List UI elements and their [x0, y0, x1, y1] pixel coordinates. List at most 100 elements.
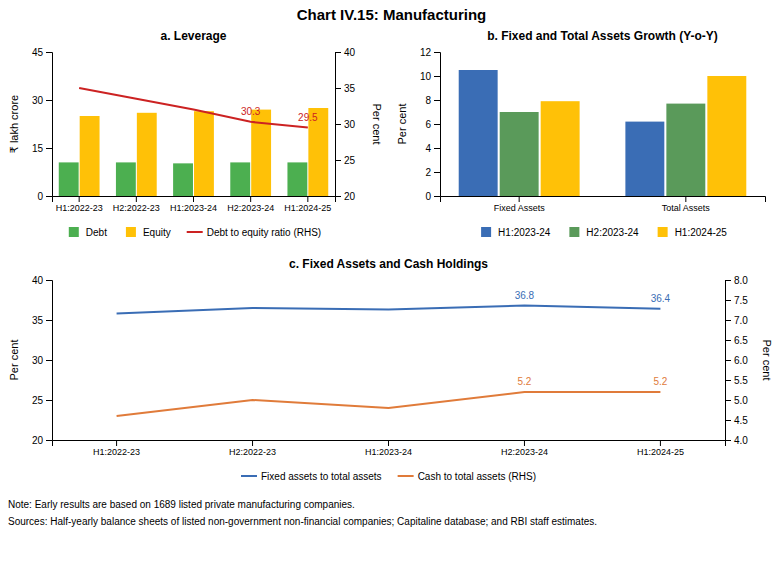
x-tick: H2:2022-23	[229, 440, 276, 457]
y-tick-mark	[46, 280, 52, 281]
y-tick-mark	[434, 172, 440, 173]
y-tick: 20	[32, 435, 52, 446]
x-tick-label: H1:2022-23	[93, 447, 140, 457]
x-tick-mark	[79, 196, 80, 202]
y-axis: 0 15 30 45	[32, 47, 53, 202]
y-tick-label: 0	[425, 191, 431, 202]
y-tick-mark	[46, 148, 52, 149]
y-tick-label: 30	[32, 355, 44, 366]
bar	[666, 104, 705, 196]
y2-tick-label: 8.0	[734, 275, 748, 286]
y2-tick: 7.5	[725, 295, 748, 306]
annotation: 29.5	[298, 112, 318, 123]
y-tick-label: 45	[32, 47, 44, 58]
y-tick-label: 15	[32, 143, 44, 154]
y-tick: 0	[37, 191, 52, 202]
bar	[625, 122, 664, 196]
y-tick: 2	[425, 167, 440, 178]
y2-axis: 4.04.55.05.56.06.57.07.58.0	[725, 275, 748, 446]
x-tick-label: H1:2022-23	[56, 203, 103, 213]
axis-line	[53, 441, 726, 447]
legend-swatch	[398, 475, 414, 477]
y2-tick-mark	[725, 380, 731, 381]
legend-label: Debt to equity ratio (RHS)	[207, 227, 322, 238]
y-tick: 12	[420, 47, 440, 58]
bar	[137, 113, 157, 196]
x-tick: H1:2023-24	[170, 196, 217, 213]
marks	[459, 70, 747, 196]
y-tick: 6	[425, 119, 440, 130]
legend-item: Fixed assets to total assets	[241, 471, 382, 482]
x-axis: Fixed AssetsTotal Assets	[441, 196, 766, 213]
figure-note: Sources: Half-yearly balance sheets of l…	[8, 516, 597, 527]
annotation: 5.2	[518, 376, 532, 387]
legend-swatch	[69, 227, 79, 237]
x-tick-label: H1:2023-24	[170, 203, 217, 213]
axis-line	[336, 53, 342, 197]
y-tick-mark	[434, 196, 440, 197]
x-axis: H1:2022-23H2:2022-23H1:2023-24H2:2023-24…	[53, 440, 726, 457]
bar	[707, 76, 746, 196]
legend: Fixed assets to total assets Cash to tota…	[241, 471, 536, 482]
y-tick-label: 30	[32, 95, 44, 106]
y2-tick-mark	[725, 300, 731, 301]
y-tick: 40	[32, 275, 52, 286]
x-tick: H2:2022-23	[113, 196, 160, 213]
bar	[230, 162, 250, 196]
legend-label: Equity	[143, 227, 171, 238]
y2-tick-label: 7.0	[734, 315, 748, 326]
y-tick-label: 10	[420, 71, 432, 82]
bar	[194, 111, 214, 196]
y-tick-label: 35	[32, 315, 44, 326]
y-tick: 45	[32, 47, 52, 58]
x-tick: H1:2023-24	[365, 440, 412, 457]
x-tick-label: H1:2024-25	[284, 203, 331, 213]
y-tick-mark	[434, 100, 440, 101]
x-tick-label: H2:2022-23	[229, 447, 276, 457]
figure-title: Chart IV.15: Manufacturing	[297, 6, 486, 23]
y2-tick-mark	[725, 360, 731, 361]
axis-line	[53, 197, 336, 203]
legend: Debt Equity Debt to equity ratio (RHS)	[69, 227, 321, 238]
axis-line	[434, 53, 441, 197]
x-tick-mark	[193, 196, 194, 202]
y2-tick-label: 20	[344, 191, 356, 202]
legend-swatch	[241, 475, 257, 477]
y2-tick: 35	[335, 83, 356, 94]
y2-tick: 6.0	[725, 355, 748, 366]
y2-tick-label: 6.0	[734, 355, 748, 366]
x-tick-mark	[136, 196, 137, 202]
chart-root: Chart IV.15: Manufacturing H1:2022-23 H2:2…	[0, 0, 783, 564]
x-tick: Total Assets	[662, 196, 711, 213]
annotation: 36.4	[651, 293, 671, 304]
y2-axis-title: Per cent	[371, 104, 383, 145]
legend-label: Cash to total assets (RHS)	[418, 471, 536, 482]
legend-label: H1:2024-25	[675, 227, 728, 238]
y2-tick-mark	[335, 124, 341, 125]
bar	[173, 163, 193, 196]
legend-item: H1:2023-24	[481, 227, 551, 238]
y-tick: 15	[32, 143, 52, 154]
figure-note: Note: Early results are based on 1689 li…	[8, 499, 355, 510]
y2-tick: 25	[335, 155, 356, 166]
y-tick-mark	[46, 440, 52, 441]
x-tick-label: H1:2023-24	[365, 447, 412, 457]
y2-axis: 2025303540	[335, 47, 356, 202]
legend-item: Debt	[69, 227, 107, 238]
y-tick-mark	[46, 100, 52, 101]
y-tick: 30	[32, 95, 52, 106]
y2-tick-label: 25	[344, 155, 356, 166]
y-tick-label: 6	[425, 119, 431, 130]
y-axis: 024681012	[420, 47, 441, 202]
legend-swatch	[187, 231, 203, 233]
axis-line	[726, 281, 732, 441]
annotation: 36.8	[515, 290, 535, 301]
y-axis-title: ₹ lakh crore	[8, 95, 20, 153]
y-tick: 8	[425, 95, 440, 106]
bar	[500, 112, 539, 196]
legend-label: H1:2023-24	[498, 227, 551, 238]
legend-swatch	[126, 227, 136, 237]
y-axis: 2025303540	[32, 275, 53, 446]
y-tick-mark	[434, 148, 440, 149]
y2-tick-label: 5.0	[734, 395, 748, 406]
